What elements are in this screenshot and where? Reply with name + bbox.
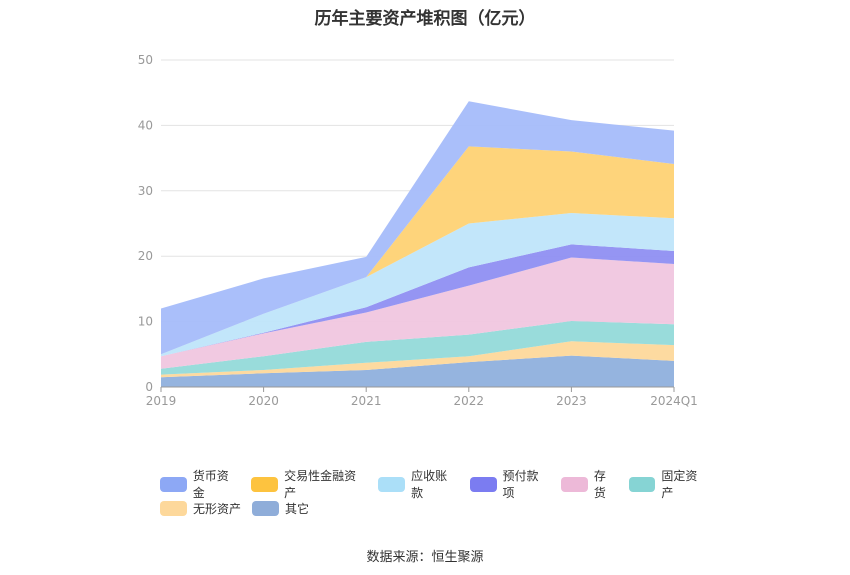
y-tick-label: 20 [138,249,153,263]
legend-swatch [251,476,279,492]
y-tick-label: 40 [138,118,153,132]
legend-label: 交易性金融资产 [284,469,357,500]
legend-label: 预付款项 [502,469,539,500]
legend-item[interactable]: 应收账款 [378,467,458,501]
y-tick-label: 10 [138,315,153,329]
legend-label: 无形资产 [193,501,242,516]
legend-item[interactable]: 交易性金融资产 [251,467,367,501]
x-tick-label: 2021 [351,394,382,408]
legend-item[interactable]: 存货 [561,467,618,501]
area-series-预付款项 [161,244,674,357]
area-series-group [161,101,674,387]
area-series-固定资产 [161,320,674,375]
legend-swatch [160,500,187,516]
y-tick-label: 0 [145,380,153,394]
area-series-存货 [161,257,674,369]
stacked-area-chart: 0 10 20 30 40 50 2019 2020 2021 2022 2023 2024Q1 [138,53,698,408]
legend-swatch [160,476,187,492]
legend-label: 货币资金 [192,469,229,500]
legend-swatch [469,476,497,492]
legend-swatch [561,476,588,492]
legend-label: 应收账款 [411,469,448,500]
x-tick-label: 2019 [146,394,177,408]
axes: 0 10 20 30 40 50 2019 2020 2021 2022 2023 2024Q1 [138,53,698,408]
legend-row: 无形资产 其它 [160,496,720,520]
legend: 货币资金 交易性金融资产 应收账款 预付款项 存货 固定资产 无形资产 其它 [160,469,720,520]
legend-swatch [378,476,406,492]
area-series-无形资产 [161,341,674,378]
legend-item[interactable]: 预付款项 [469,467,550,501]
legend-label: 存货 [593,469,606,500]
legend-swatch [628,476,656,492]
x-tick-label: 2024Q1 [650,394,698,408]
x-tick-label: 2020 [248,394,279,408]
y-tick-label: 30 [138,184,153,198]
legend-label: 其它 [285,501,310,516]
legend-item[interactable]: 固定资产 [628,467,709,501]
legend-item[interactable]: 无形资产 [160,500,241,517]
area-series-货币资金 [161,101,674,355]
data-source: 数据来源：恒生聚源 [366,550,484,565]
legend-row: 货币资金 交易性金融资产 应收账款 预付款项 存货 固定资产 [160,469,720,500]
legend-label: 固定资产 [661,469,698,500]
x-tick-label: 2022 [454,394,485,408]
area-series-应收账款 [161,213,674,357]
y-tick-label: 50 [138,53,153,67]
chart-title: 历年主要资产堆积图（亿元） [314,9,536,29]
area-series-交易性金融资产 [161,146,674,355]
area-series-其它 [161,355,674,387]
legend-swatch [252,500,280,516]
legend-item[interactable]: 其它 [252,500,309,517]
legend-item[interactable]: 货币资金 [160,467,240,501]
x-tick-label: 2023 [556,394,587,408]
